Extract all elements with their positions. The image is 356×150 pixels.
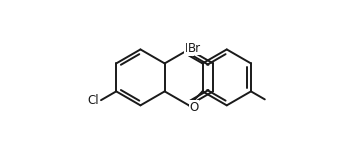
Text: Br: Br: [188, 42, 201, 55]
Text: N: N: [184, 42, 193, 56]
Text: Cl: Cl: [87, 94, 99, 107]
Text: O: O: [189, 101, 198, 114]
